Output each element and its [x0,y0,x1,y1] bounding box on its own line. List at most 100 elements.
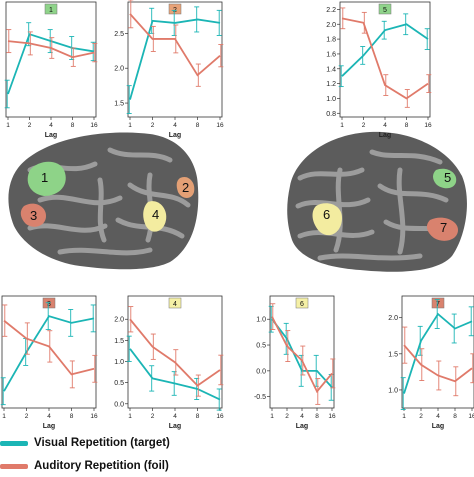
panel-7: 7 1.0 1.5 2.0 1 2 4 8 16 Lag [388,295,474,430]
legend-visual-label: Visual Repetition (target) [34,437,170,449]
panel-7-frame [401,295,474,409]
panel-3: 3 1 2 4 8 16 Lag [0,295,98,430]
panel-4-xtick-label: 2 [151,413,155,420]
panel-5-visual-line [341,23,429,77]
panel-5-frame [339,1,431,118]
panel-5: 5 0.8 1.0 1.2 1.4 1.6 1.8 2.0 2.2 1 2 4 8 16 Lag [326,1,432,139]
panel-2-xtick-label: 8 [196,122,200,129]
panel-4-auditory-line [129,318,221,387]
panel-2-visual-line [129,18,221,100]
right-hemisphere: 5 6 7 [287,131,467,272]
panel-6-badge-label: 6 [300,301,304,308]
panel-5-xtick-label: 4 [383,122,387,129]
panel-6-xlabel: Lag [296,423,308,430]
panel-6-frame [269,295,335,409]
panel-1-xtick-label: 8 [71,122,75,129]
panel-7-xlabel: Lag [432,423,444,430]
panel-6: 6 -0.5 0.0 0.5 1.0 1 2 4 8 16 Lag [254,295,336,430]
panel-7-ytick-label: 1.5 [388,351,398,358]
panel-4-xlabel: Lag [169,423,181,430]
region-3-patch [20,203,46,227]
panel-5-ytick-label: 1.2 [326,81,336,88]
panel-7-xtick-label: 16 [468,413,474,420]
panel-7-xtick-label: 2 [419,413,423,420]
panel-4-ytick-label: 0.0 [114,401,124,408]
right-gyrus-pattern [295,149,457,261]
panel-4-ytick-label: 1.5 [114,338,124,345]
legend-auditory-swatch [0,463,28,469]
panel-4-ytick-label: 2.0 [114,317,124,324]
panel-7-auditory-line [403,344,473,383]
panel-5-ytick-label: 1.6 [326,51,336,58]
panel-1-badge-label: 1 [49,7,53,14]
panel-3-xtick-label: 16 [90,413,98,420]
panel-7-ytick-label: 1.0 [388,387,398,394]
panel-4-badge-label: 4 [173,301,177,308]
panel-5-ytick-label: 2.2 [326,7,336,14]
panel-1-xlabel: Lag [45,132,57,139]
panel-7-ytick-label: 2.0 [388,315,398,322]
chart-panels: 1124816Lag21.52.02.5124816Lag50.81.01.21… [0,0,474,430]
panel-6-visual-line [271,318,333,388]
panel-4-frame [127,295,223,409]
panel-1-xtick-label: 4 [49,122,53,129]
panel-5-xlabel: Lag [379,132,391,139]
panel-6-auditory-line [271,316,333,394]
panel-6-badge [295,297,309,309]
region-label-6: 6 [323,207,330,222]
panel-1-xtick-label: 2 [28,122,32,129]
panel-7-badge [431,297,445,309]
panel-1-visual-line [7,33,95,95]
panel-5-badge-label: 5 [383,7,387,14]
panel-5-ytick-label: 0.8 [326,111,336,118]
panel-7-badge-label: 7 [436,301,440,308]
panel-4-xtick-label: 8 [196,413,200,420]
panel-1-xtick-label: 16 [90,122,98,129]
region-2-patch [176,176,195,198]
panel-2-xtick-label: 4 [173,122,177,129]
legend-auditory: Auditory Repetition (foil) [0,455,169,477]
panel-1-xtick-label: 1 [6,122,10,129]
panel-7-xtick-label: 8 [453,413,457,420]
panel-5-xtick-label: 16 [424,122,432,129]
panel-6-xtick-label: 1 [270,413,274,420]
panel-4-xtick-label: 4 [173,413,177,420]
panel-5-ytick-label: 1.0 [326,96,336,103]
legend-visual-swatch [0,440,28,446]
panel-3-xlabel: Lag [43,423,55,430]
panel-4-ytick-label: 0.5 [114,380,124,387]
region-1-patch [27,161,66,196]
panel-6-ytick-label: 0.0 [256,368,266,375]
panel-3-xtick-label: 1 [2,413,6,420]
panel-6-ytick-label: 0.5 [256,343,266,350]
panel-4-xtick-label: 1 [128,413,132,420]
legend-auditory-label: Auditory Repetition (foil) [34,460,169,472]
region-label-4: 4 [152,207,159,222]
region-label-2: 2 [182,180,189,195]
panel-2-xtick-label: 1 [128,122,132,129]
panel-3-xtick-label: 8 [70,413,74,420]
panel-7-xtick-label: 4 [436,413,440,420]
panel-2-badge [168,3,182,15]
panel-3-auditory-line [3,319,95,376]
panel-3-badge-label: 3 [47,301,51,308]
region-7-patch [426,217,458,241]
panel-4-visual-line [129,348,221,401]
region-label-3: 3 [30,208,37,223]
panel-5-xtick-label: 8 [405,122,409,129]
region-5-patch [433,168,457,189]
panel-3-visual-line [3,315,95,392]
panel-1-auditory-line [7,40,95,59]
region-6-patch [312,203,342,236]
panel-4-ytick-label: 1.0 [114,359,124,366]
panel-1: 1 1 2 4 8 16 Lag [4,1,98,139]
panel-3-xtick-label: 2 [25,413,29,420]
panel-7-xtick-label: 1 [402,413,406,420]
panel-6-xtick-label: 4 [300,413,304,420]
panel-2-auditory-line [129,13,221,77]
panel-6-xtick-label: 8 [315,413,319,420]
panel-6-ytick-label: 1.0 [256,317,266,324]
region-label-1: 1 [41,170,48,185]
